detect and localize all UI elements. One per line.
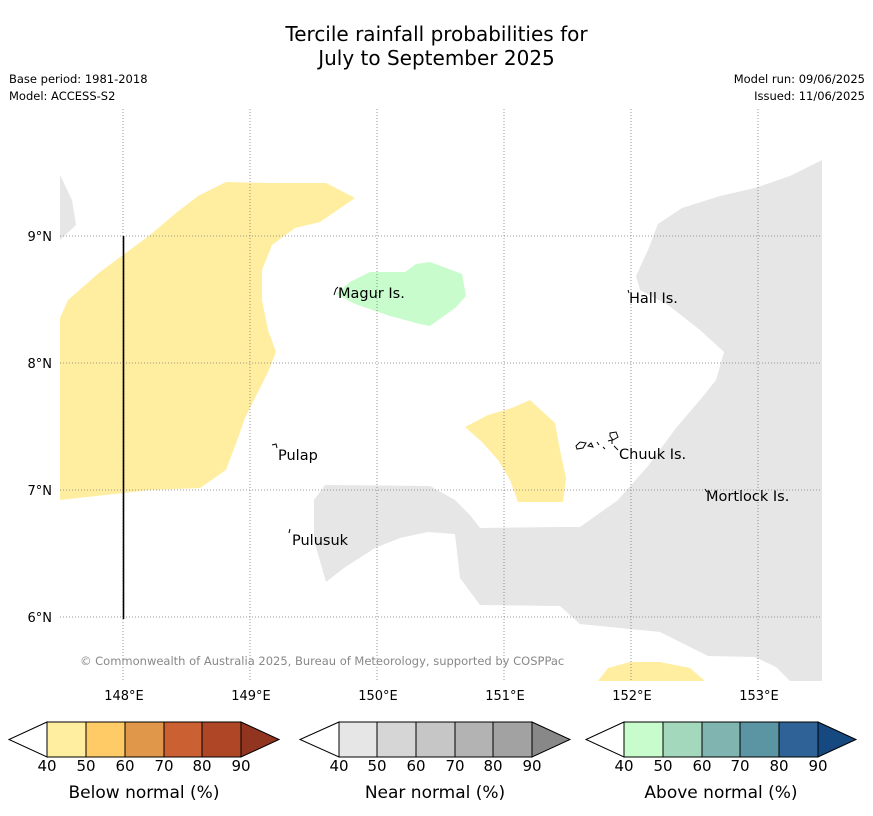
title-line-1: Tercile rainfall probabilities for xyxy=(285,22,588,46)
colorbar-below-swatch-80 xyxy=(201,721,242,758)
colorbar-near-tick-80: 80 xyxy=(483,757,502,775)
colorbar-above-upper-arrow xyxy=(817,721,858,758)
colorbar-near-tick-60: 60 xyxy=(406,757,425,775)
lat-label-6n: 6°N xyxy=(28,611,53,626)
colorbar-above-tick-90: 90 xyxy=(808,757,827,775)
colorbar-below-swatch-70 xyxy=(163,721,203,758)
magur-island-outline xyxy=(333,286,339,296)
colorbar-above-lower-arrow xyxy=(584,721,625,758)
place-label-chuuk: Chuuk Is. xyxy=(619,447,686,463)
colorbar-below-title: Below normal (%) xyxy=(69,783,220,803)
longitude-labels: 148°E 149°E 150°E 151°E 152°E 153°E xyxy=(104,689,779,704)
colorbar-below-tick-40: 40 xyxy=(37,757,56,775)
colorbar-above-swatch-40 xyxy=(623,721,664,758)
colorbar-near-tick-90: 90 xyxy=(522,757,541,775)
base-period: Base period: 1981-2018 xyxy=(9,72,148,86)
above-normal-region xyxy=(336,262,466,326)
colorbar-above-tick-40: 40 xyxy=(614,757,633,775)
lon-label-150e: 150°E xyxy=(358,689,398,704)
colorbar-below-lower-arrow xyxy=(7,721,48,758)
colorbar-above-swatch-50 xyxy=(662,721,703,758)
lon-label-149e: 149°E xyxy=(231,689,271,704)
colorbar-above-normal: 40 50 60 70 80 90 Above normal (%) xyxy=(584,721,858,803)
colorbar-near-swatch-70 xyxy=(454,721,494,758)
colorbar-above-swatch-60 xyxy=(701,721,741,758)
colorbar-below-tick-60: 60 xyxy=(115,757,134,775)
place-label-pulap: Pulap xyxy=(278,448,318,464)
colorbar-near-swatch-50 xyxy=(376,721,417,758)
gridlines xyxy=(60,109,822,681)
place-label-magur: Magur Is. xyxy=(338,286,405,302)
mortlock-island-outline xyxy=(704,488,708,493)
place-label-hall: Hall Is. xyxy=(629,291,678,307)
meta-left: Base period: 1981-2018 Model: ACCESS-S2 xyxy=(9,71,148,105)
pulusuk-island-outline xyxy=(288,528,291,534)
colorbar-above-tick-60: 60 xyxy=(692,757,711,775)
colorbar-near-tick-40: 40 xyxy=(329,757,348,775)
chuuk-lagoon-outline xyxy=(575,431,619,451)
below-normal-region-central xyxy=(465,400,566,502)
colorbar-above-title: Above normal (%) xyxy=(644,783,797,803)
colorbar-near-upper-arrow xyxy=(531,721,572,758)
lon-label-152e: 152°E xyxy=(612,689,652,704)
model-name: Model: ACCESS-S2 xyxy=(9,89,116,103)
below-normal-region-south xyxy=(598,662,705,681)
colorbar-below-tick-70: 70 xyxy=(154,757,173,775)
near-normal-region-west xyxy=(60,175,76,240)
colorbar-below-tick-50: 50 xyxy=(76,757,95,775)
colorbar-near-swatch-60 xyxy=(415,721,456,758)
place-label-pulusuk: Pulusuk xyxy=(292,533,349,549)
colorbar-above-tick-80: 80 xyxy=(769,757,788,775)
colorbar-above-tick-70: 70 xyxy=(730,757,749,775)
chart-title: Tercile rainfall probabilities for July … xyxy=(0,22,873,70)
colorbar-near-tick-70: 70 xyxy=(445,757,464,775)
colorbar-below-swatch-40 xyxy=(46,721,87,758)
place-labels: Magur Is. Hall Is. Pulap Chuuk Is. Mortl… xyxy=(278,286,789,549)
colorbar-above-tick-50: 50 xyxy=(653,757,672,775)
lon-label-151e: 151°E xyxy=(485,689,525,704)
issued-date: Issued: 11/06/2025 xyxy=(754,89,865,103)
model-run: Model run: 09/06/2025 xyxy=(733,72,865,86)
latitude-labels: 9°N 8°N 7°N 6°N xyxy=(28,230,53,626)
colorbar-above-swatch-70 xyxy=(739,721,780,758)
hall-island-outline xyxy=(627,289,630,294)
meta-right: Model run: 09/06/2025 Issued: 11/06/2025 xyxy=(734,71,865,105)
pulap-island-outline xyxy=(271,443,278,449)
colorbar-near-normal: 40 50 60 70 80 90 Near normal (%) xyxy=(298,721,572,803)
near-normal-region-east xyxy=(314,160,822,681)
colorbar-above-swatch-80 xyxy=(778,721,819,758)
colorbar-near-swatch-40 xyxy=(338,721,378,758)
colorbar-below-tick-80: 80 xyxy=(192,757,211,775)
colorbar-near-swatch-80 xyxy=(492,721,533,758)
probability-regions xyxy=(60,160,822,681)
lat-label-7n: 7°N xyxy=(28,484,53,499)
colorbar-near-lower-arrow xyxy=(298,721,340,758)
lat-label-8n: 8°N xyxy=(28,357,53,372)
colorbar-below-upper-arrow xyxy=(240,721,281,758)
islands xyxy=(271,286,708,534)
colorbar-near-tick-50: 50 xyxy=(367,757,386,775)
copyright-notice: © Commonwealth of Australia 2025, Bureau… xyxy=(80,654,564,668)
lon-label-153e: 153°E xyxy=(739,689,779,704)
colorbar-near-title: Near normal (%) xyxy=(365,783,505,803)
place-label-mortlock: Mortlock Is. xyxy=(706,489,789,505)
lon-label-148e: 148°E xyxy=(104,689,144,704)
colorbar-below-tick-90: 90 xyxy=(231,757,250,775)
colorbar-below-swatch-60 xyxy=(124,721,165,758)
colorbar-below-swatch-50 xyxy=(85,721,126,758)
colorbar-below-normal: 40 50 60 70 80 90 Below normal (%) xyxy=(7,721,281,803)
title-line-2: July to September 2025 xyxy=(318,46,555,70)
below-normal-region-west xyxy=(60,182,355,500)
lat-label-9n: 9°N xyxy=(28,230,53,245)
